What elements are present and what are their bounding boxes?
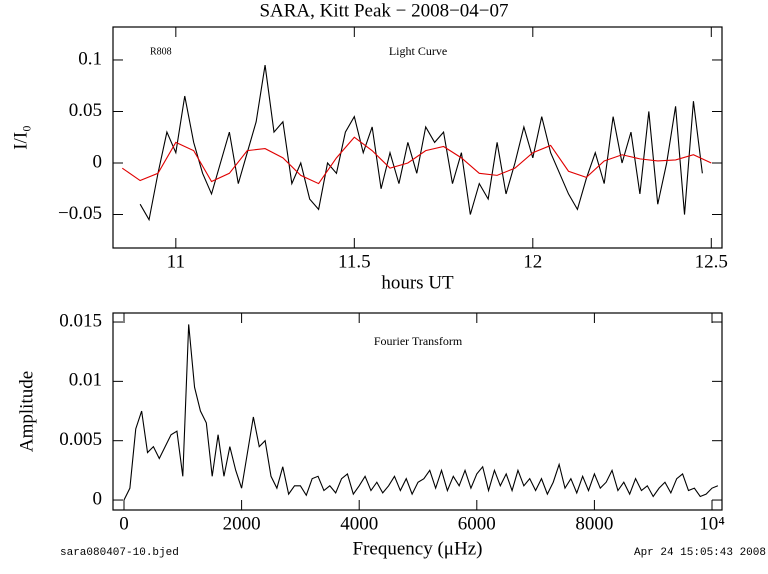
data-line — [123, 324, 719, 501]
y-tick-label: 0 — [93, 488, 103, 509]
data-line — [121, 136, 712, 185]
x-tick-label: 11 — [167, 251, 185, 272]
x-tick-label: 10⁴ — [699, 513, 725, 534]
y-axis-label: I/I₀ — [10, 125, 31, 150]
y-tick-label: 0.005 — [59, 429, 102, 450]
y-tick-label: 0 — [93, 151, 103, 172]
data-line — [139, 65, 703, 222]
plot-frame — [112, 26, 723, 249]
y-tick-label: 0.01 — [69, 370, 102, 391]
x-axis-label: Frequency (μHz) — [353, 538, 483, 559]
annotation: Fourier Transform — [374, 334, 463, 348]
x-tick-label: 12.5 — [695, 251, 728, 272]
footer-right: Apr 24 15:05:43 2008 — [634, 547, 766, 559]
x-tick-label: 8000 — [575, 513, 613, 534]
x-tick-label: 4000 — [340, 513, 378, 534]
x-tick-label: 6000 — [458, 513, 496, 534]
footer-left: sara080407-10.bjed — [60, 547, 179, 559]
x-tick-label: 12 — [523, 251, 542, 272]
annotation: Light Curve — [389, 44, 447, 58]
y-tick-label: 0.05 — [69, 100, 102, 121]
y-tick-label: 0.1 — [78, 48, 102, 69]
y-tick-label: −0.05 — [58, 203, 102, 224]
y-axis-label: Amplitude — [16, 371, 37, 452]
chart-title: SARA, Kitt Peak − 2008−04−07 — [259, 0, 508, 21]
x-axis-label: hours UT — [381, 272, 454, 293]
x-tick-label: 2000 — [223, 513, 261, 534]
y-tick-label: 0.015 — [59, 310, 102, 331]
annotation: R808 — [150, 46, 172, 57]
x-tick-label: 0 — [119, 513, 129, 534]
plot-frame — [112, 312, 723, 511]
x-tick-label: 11.5 — [338, 251, 371, 272]
